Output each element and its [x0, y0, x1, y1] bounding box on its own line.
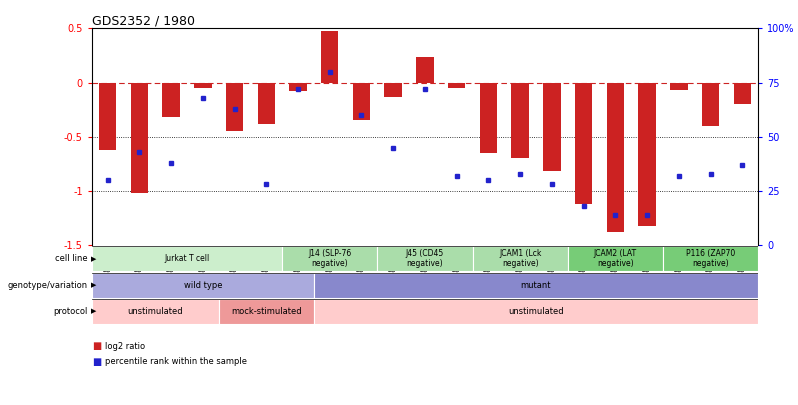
Text: JCAM1 (Lck
negative): JCAM1 (Lck negative)	[499, 249, 541, 269]
Bar	[226, 83, 243, 131]
Bar	[701, 83, 719, 126]
Bar	[92, 246, 282, 271]
Bar	[606, 83, 624, 232]
Text: ▶: ▶	[91, 309, 97, 314]
Bar	[638, 83, 656, 226]
Bar	[733, 83, 751, 104]
Text: genotype/variation: genotype/variation	[8, 281, 88, 290]
Text: J14 (SLP-76
negative): J14 (SLP-76 negative)	[308, 249, 351, 269]
Text: ■: ■	[92, 341, 101, 351]
Bar	[314, 273, 758, 298]
Bar	[92, 273, 314, 298]
Bar	[219, 299, 314, 324]
Bar	[448, 83, 465, 88]
Text: unstimulated: unstimulated	[128, 307, 183, 316]
Text: protocol: protocol	[53, 307, 88, 316]
Text: ■: ■	[92, 357, 101, 367]
Bar	[353, 83, 370, 120]
Text: ▶: ▶	[91, 282, 97, 288]
Bar	[314, 299, 758, 324]
Bar	[543, 83, 560, 171]
Bar	[377, 246, 472, 271]
Text: ▶: ▶	[91, 256, 97, 262]
Bar	[258, 83, 275, 124]
Text: mock-stimulated: mock-stimulated	[231, 307, 302, 316]
Text: unstimulated: unstimulated	[508, 307, 564, 316]
Bar	[92, 299, 219, 324]
Bar	[567, 246, 663, 271]
Text: percentile rank within the sample: percentile rank within the sample	[105, 357, 247, 366]
Bar	[131, 83, 148, 193]
Text: P116 (ZAP70
negative): P116 (ZAP70 negative)	[685, 249, 735, 269]
Bar	[663, 246, 758, 271]
Bar	[321, 30, 338, 83]
Bar	[670, 83, 688, 90]
Bar	[575, 83, 592, 204]
Bar	[512, 83, 529, 158]
Bar	[417, 57, 433, 83]
Text: GDS2352 / 1980: GDS2352 / 1980	[92, 14, 195, 27]
Bar	[385, 83, 402, 97]
Text: log2 ratio: log2 ratio	[105, 342, 145, 351]
Text: mutant: mutant	[521, 281, 551, 290]
Text: JCAM2 (LAT
negative): JCAM2 (LAT negative)	[594, 249, 637, 269]
Bar	[480, 83, 497, 153]
Text: J45 (CD45
negative): J45 (CD45 negative)	[406, 249, 444, 269]
Bar	[194, 83, 211, 88]
Bar	[290, 83, 306, 91]
Bar	[99, 83, 117, 150]
Text: wild type: wild type	[184, 281, 222, 290]
Bar	[162, 83, 180, 117]
Text: Jurkat T cell: Jurkat T cell	[164, 254, 210, 263]
Bar	[282, 246, 377, 271]
Bar	[472, 246, 567, 271]
Text: cell line: cell line	[55, 254, 88, 263]
